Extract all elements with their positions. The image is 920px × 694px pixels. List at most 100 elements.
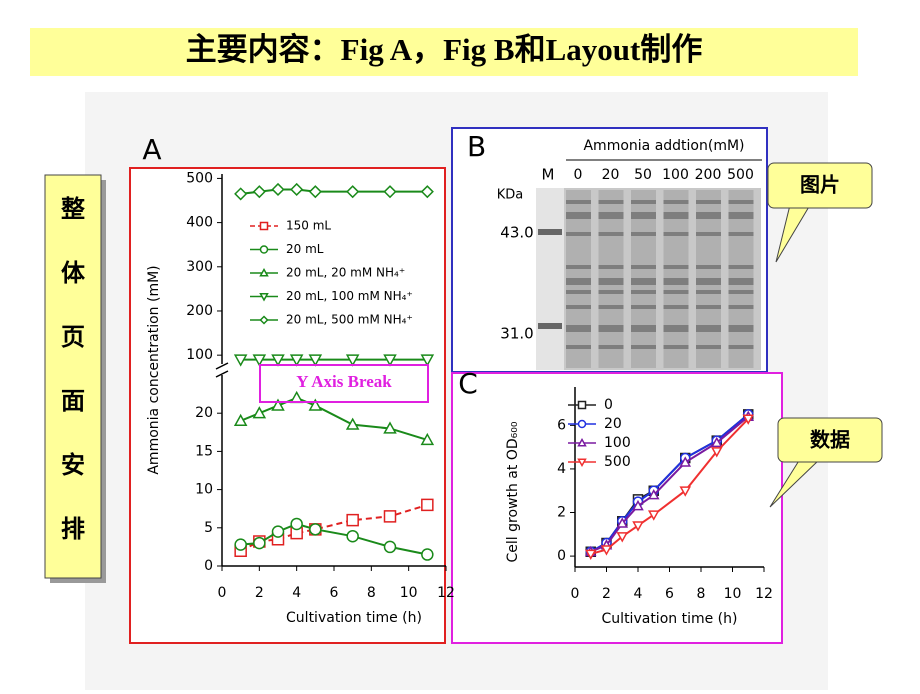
x-tick-label: 4 [634,586,643,602]
band [696,232,721,236]
marker [345,417,360,430]
marker [309,523,322,536]
y-tick-label: 500 [186,170,213,186]
marker [271,354,285,367]
side-box [44,174,102,579]
side-char: 体 [61,259,86,287]
y-tick-label: 0 [204,558,213,574]
legend-label: 20 mL, 20 mM NH₄⁺ [286,266,405,280]
marker [742,414,755,425]
break-mark [215,370,229,378]
band [696,305,721,309]
marker [420,185,434,199]
band [728,305,754,309]
marker [308,354,323,367]
marker [346,185,360,199]
lane-label: 50 [634,167,652,183]
band [598,265,624,269]
x-tick-label: 12 [437,585,455,601]
marker [271,525,285,538]
marker [259,221,269,231]
break-mark [215,362,229,370]
y-tick-label: 0 [557,548,566,564]
legend-label: 0 [604,397,613,413]
legend-label: 20 [604,416,622,432]
marker [383,540,397,554]
marker-lane [536,188,564,370]
marker [577,458,587,468]
marker [383,354,397,367]
callout-text: 数据 [810,428,850,452]
band [728,325,754,332]
band [728,232,754,236]
band [728,212,754,219]
band [696,290,721,294]
panel-label: B [467,130,486,163]
slide-title: 主要内容：Fig A，Fig B和Layout制作 [186,32,703,67]
x-tick-label: 6 [330,585,339,601]
marker [679,486,692,497]
side-char: 页 [61,323,85,351]
legend-label: 20 mL, 100 mM NH₄⁺ [286,289,413,303]
marker [308,398,323,411]
x-tick-label: 0 [571,586,580,602]
panel-label: A [142,133,161,166]
y-tick-label: 200 [186,303,213,319]
marker [421,548,434,561]
marker-band [538,323,562,329]
marker [577,437,587,447]
marker [679,456,692,467]
marker [271,398,285,411]
marker-size: 43.0 [500,224,533,242]
band [696,265,721,269]
band [566,305,591,309]
x-tick-label: 4 [292,585,301,601]
x-tick-label: 10 [400,585,418,601]
band [566,290,591,294]
band [566,232,591,236]
marker [234,538,247,551]
marker [420,354,435,367]
x-axis-label: Cultivation time (h) [286,610,422,626]
y-tick-label: 2 [557,505,566,521]
marker [252,406,267,419]
marker-band [538,229,562,235]
band [663,325,689,332]
legend-label: 100 [604,435,631,451]
band [566,345,591,349]
marker [252,354,267,367]
marker [710,447,723,458]
gel-header: Ammonia addtion(mM) [583,138,744,154]
gel [536,188,761,370]
legend-label: 20 mL, 500 mM NH₄⁺ [286,313,413,327]
y-tick-label: 100 [186,347,213,363]
band [696,345,721,349]
band [631,290,656,294]
band [696,325,721,332]
marker [632,521,644,532]
band [631,345,656,349]
x-tick-label: 2 [602,586,611,602]
side-char: 排 [61,515,85,543]
lane-label: 100 [662,167,689,183]
band [663,265,689,269]
band [728,345,754,349]
y-tick-label: 15 [195,443,213,459]
marker [383,421,397,434]
band [566,200,591,204]
band [663,305,689,309]
marker [346,529,359,543]
marker [632,499,644,511]
band [728,278,754,285]
y-tick-label: 4 [557,461,566,477]
marker [383,510,397,523]
marker [345,354,360,367]
y-tick-label: 10 [195,482,213,498]
marker [234,187,248,201]
band [566,278,591,285]
band [696,212,721,219]
y-tick-label: 300 [186,259,213,275]
marker-lane-label: M [542,166,555,184]
